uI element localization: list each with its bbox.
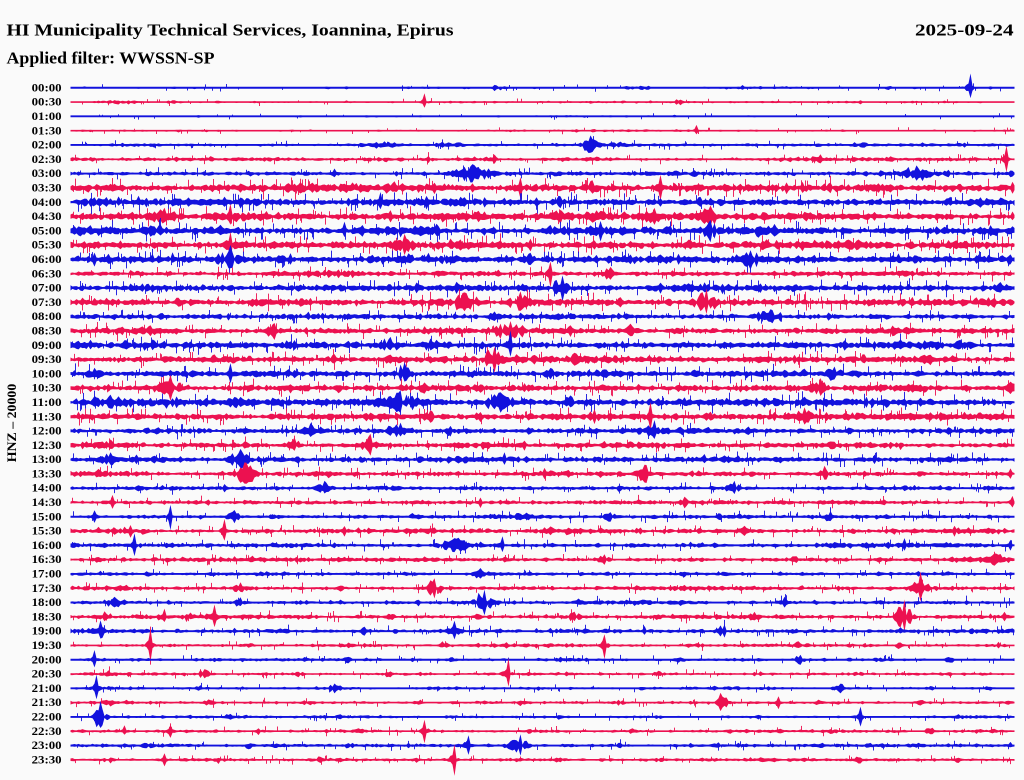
svg-text:18:30: 18:30 xyxy=(32,610,62,623)
svg-text:21:00: 21:00 xyxy=(32,682,62,695)
svg-text:07:00: 07:00 xyxy=(32,282,62,295)
svg-text:08:30: 08:30 xyxy=(32,325,62,338)
svg-text:18:00: 18:00 xyxy=(32,596,62,609)
svg-text:17:30: 17:30 xyxy=(32,582,62,595)
svg-text:22:00: 22:00 xyxy=(32,711,62,724)
svg-text:01:00: 01:00 xyxy=(32,110,62,123)
svg-text:20:30: 20:30 xyxy=(32,668,62,681)
svg-text:19:30: 19:30 xyxy=(32,639,62,652)
svg-text:12:00: 12:00 xyxy=(32,425,62,438)
svg-text:06:30: 06:30 xyxy=(32,267,62,280)
svg-text:11:30: 11:30 xyxy=(32,410,62,423)
svg-text:22:30: 22:30 xyxy=(32,725,62,738)
svg-text:03:00: 03:00 xyxy=(32,167,62,180)
svg-text:02:00: 02:00 xyxy=(32,139,62,152)
svg-text:15:00: 15:00 xyxy=(32,510,62,523)
svg-text:09:00: 09:00 xyxy=(32,339,62,352)
svg-text:10:30: 10:30 xyxy=(32,382,62,395)
svg-text:01:30: 01:30 xyxy=(32,124,62,137)
svg-text:23:30: 23:30 xyxy=(32,753,62,766)
svg-text:10:00: 10:00 xyxy=(32,367,62,380)
svg-text:07:30: 07:30 xyxy=(32,296,62,309)
svg-text:06:00: 06:00 xyxy=(32,253,62,266)
svg-text:00:30: 00:30 xyxy=(32,96,62,109)
svg-text:23:00: 23:00 xyxy=(32,739,62,752)
svg-text:09:30: 09:30 xyxy=(32,353,62,366)
svg-text:13:00: 13:00 xyxy=(32,453,62,466)
svg-text:14:30: 14:30 xyxy=(32,496,62,509)
svg-text:15:30: 15:30 xyxy=(32,525,62,538)
svg-text:21:30: 21:30 xyxy=(32,696,62,709)
svg-text:14:00: 14:00 xyxy=(32,482,62,495)
svg-text:16:00: 16:00 xyxy=(32,539,62,552)
svg-text:02:30: 02:30 xyxy=(32,153,62,166)
svg-text:00:00: 00:00 xyxy=(32,81,62,94)
svg-text:05:30: 05:30 xyxy=(32,239,62,252)
svg-text:11:00: 11:00 xyxy=(32,396,62,409)
svg-text:Applied filter: WWSSN-SP: Applied filter: WWSSN-SP xyxy=(7,49,215,68)
svg-text:08:00: 08:00 xyxy=(32,310,62,323)
svg-text:16:30: 16:30 xyxy=(32,553,62,566)
svg-text:04:00: 04:00 xyxy=(32,196,62,209)
svg-text:04:30: 04:30 xyxy=(32,210,62,223)
svg-text:12:30: 12:30 xyxy=(32,439,62,452)
svg-text:05:00: 05:00 xyxy=(32,224,62,237)
svg-text:20:00: 20:00 xyxy=(32,653,62,666)
svg-text:13:30: 13:30 xyxy=(32,467,62,480)
svg-text:17:00: 17:00 xyxy=(32,568,62,581)
svg-text:19:00: 19:00 xyxy=(32,625,62,638)
svg-text:HNZ – 20000: HNZ – 20000 xyxy=(5,384,19,463)
svg-text:2025-09-24: 2025-09-24 xyxy=(915,21,1014,40)
svg-text:03:30: 03:30 xyxy=(32,182,62,195)
svg-text:HI Municipality Technical Serv: HI Municipality Technical Services, Ioan… xyxy=(7,21,454,40)
